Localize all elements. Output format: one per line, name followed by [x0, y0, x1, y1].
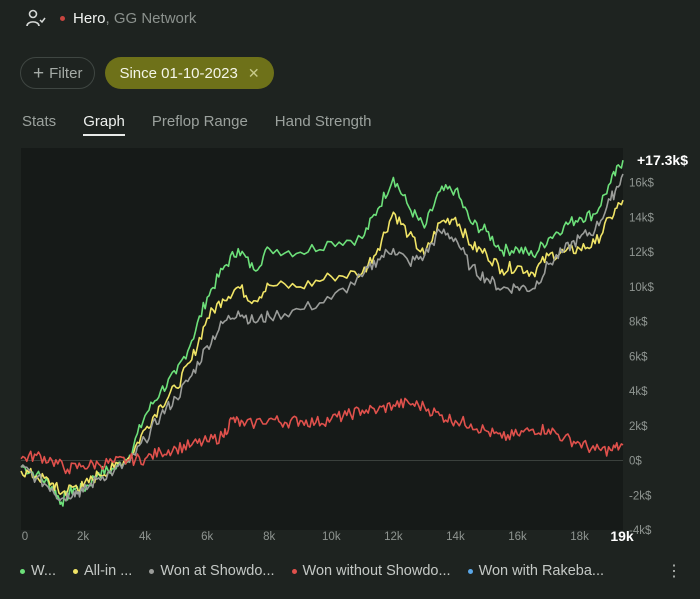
x-tick-label: 12k	[384, 531, 403, 543]
y-tick-label: 12k$	[629, 247, 655, 259]
plus-icon: +	[33, 62, 45, 84]
final-value-label: +17.3k$	[637, 152, 688, 168]
legend-label: W...	[31, 563, 56, 579]
legend-label: Won with Rakeba...	[478, 563, 605, 579]
tab-preflop-range[interactable]: Preflop Range	[151, 113, 248, 130]
series-line-2	[20, 173, 624, 502]
y-tick-label: 14k$	[629, 212, 655, 224]
network-dot	[60, 15, 65, 21]
y-tick-label: 2k$	[629, 421, 648, 433]
more-options-icon[interactable]: ⋮	[666, 563, 682, 580]
series-line-0	[20, 160, 624, 507]
legend-swatch	[149, 568, 155, 574]
x-tick-label: 18k	[570, 531, 589, 543]
x-tick-label: 8k	[263, 531, 275, 543]
legend-label: All-in ...	[83, 563, 133, 579]
legend-item-winnings[interactable]: W...	[20, 563, 56, 579]
series-line-1	[20, 199, 624, 497]
legend-swatch	[467, 568, 473, 574]
tab-hand-strength[interactable]: Hand Strength	[274, 113, 372, 130]
y-tick-label: -4k$	[629, 525, 652, 537]
x-tick-label: 6k	[201, 531, 213, 543]
x-tick-label: 10k	[322, 531, 341, 543]
tab-bar: Stats Graph Preflop Range Hand Strength	[22, 113, 399, 136]
legend-item-showdown[interactable]: Won at Showdo...	[149, 563, 275, 579]
y-tick-label: 4k$	[629, 386, 648, 398]
y-tick-label: 0$	[629, 456, 642, 468]
network-name: , GG Network	[105, 9, 197, 27]
date-filter-chip[interactable]: Since 01-10-2023 ✕	[105, 57, 274, 89]
x-tick-label: 16k	[508, 531, 527, 543]
legend-swatch	[291, 568, 297, 574]
x-tick-label: 4k	[139, 531, 151, 543]
tab-graph[interactable]: Graph	[83, 113, 125, 136]
player-name: Hero	[73, 9, 106, 27]
legend-item-allin[interactable]: All-in ...	[72, 563, 133, 579]
legend-label: Won without Showdo...	[302, 563, 451, 579]
x-tick-label: 14k	[446, 531, 465, 543]
close-icon[interactable]: ✕	[247, 64, 260, 81]
filter-bar: + Filter Since 01-10-2023 ✕	[20, 57, 274, 89]
legend-label: Won at Showdo...	[160, 563, 275, 579]
legend-item-non-showdown[interactable]: Won without Showdo...	[291, 563, 451, 579]
tab-stats[interactable]: Stats	[22, 113, 57, 130]
legend-swatch	[20, 568, 25, 574]
chart-legend: W... All-in ... Won at Showdo... Won wit…	[20, 563, 690, 579]
series-line-3	[20, 397, 624, 475]
y-tick-label: 10k$	[629, 282, 655, 294]
x-tick-label: 0	[22, 531, 28, 543]
winnings-chart[interactable]: -4k$ -2k$ 0$ 2k$ 4k$ 6k$ 8k$ 10k$ 12k$ 14k$ 16k$ 0…	[0, 140, 700, 550]
add-filter-label: Filter	[49, 64, 83, 82]
x-end-tick-label: 19k	[610, 528, 634, 544]
y-tick-label: 16k$	[629, 178, 655, 190]
legend-swatch	[72, 568, 78, 574]
user-settings-icon[interactable]	[26, 9, 46, 27]
legend-item-rakeback[interactable]: Won with Rakeba...	[467, 563, 605, 579]
header-bar: Hero , GG Network	[26, 8, 196, 28]
y-tick-label: 6k$	[629, 351, 648, 363]
add-filter-button[interactable]: + Filter	[20, 57, 96, 89]
date-filter-label: Since 01-10-2023	[119, 64, 238, 82]
y-tick-label: 8k$	[629, 317, 648, 329]
x-tick-label: 2k	[77, 531, 89, 543]
y-tick-label: -2k$	[629, 490, 652, 502]
